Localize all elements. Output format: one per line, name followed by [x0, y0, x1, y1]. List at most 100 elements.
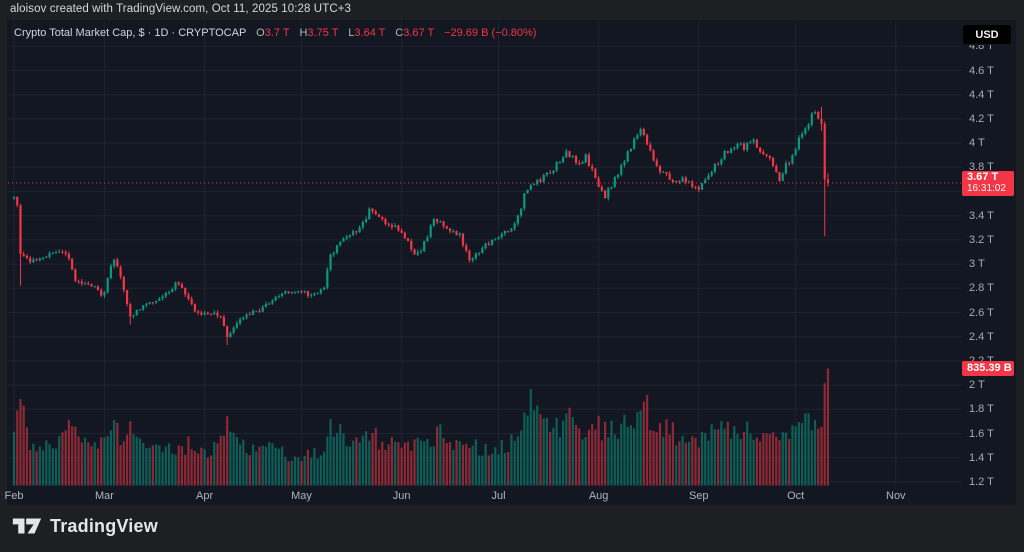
volume-bar	[145, 448, 148, 486]
price-tick-label: 2 T	[969, 379, 985, 392]
volume-bar	[626, 426, 629, 486]
volume-bar	[662, 436, 665, 486]
volume-bar	[316, 458, 319, 486]
volume-bar	[132, 434, 135, 486]
high-value: 3.75 T	[307, 27, 339, 39]
price-tick-label: 3.4 T	[969, 209, 994, 222]
volume-bar	[649, 430, 652, 486]
volume-bar	[455, 439, 458, 486]
volume-bar	[339, 424, 342, 486]
volume-bar	[817, 428, 820, 486]
volume-bar	[394, 441, 397, 486]
tradingview-brand-link[interactable]: TradingView	[12, 514, 158, 538]
volume-bar	[665, 419, 668, 486]
volume-bar	[25, 427, 29, 486]
volume-bar	[613, 434, 616, 486]
volume-bar	[280, 446, 284, 486]
volume-bar	[119, 445, 122, 486]
volume-bar	[400, 447, 403, 486]
price-tick-label: 2.4 T	[969, 330, 994, 343]
volume-bar	[32, 443, 35, 486]
volume-bar	[581, 439, 584, 486]
volume-bar	[116, 422, 119, 486]
volume-bar	[390, 437, 394, 486]
volume-bar	[668, 434, 671, 486]
volume-bar	[436, 426, 439, 486]
volume-bar	[29, 450, 32, 486]
volume-bar	[64, 430, 67, 486]
price-tick-label: 2.6 T	[969, 306, 994, 319]
volume-bar	[820, 426, 823, 486]
attribution-text: aloisov created with TradingView.com, Oc…	[10, 3, 352, 15]
volume-bar	[507, 452, 510, 486]
volume-bar	[22, 405, 25, 486]
volume-bar	[67, 419, 71, 486]
volume-bar	[200, 447, 203, 486]
volume-bar	[520, 430, 523, 486]
volume-bar	[478, 455, 481, 486]
volume-bar	[255, 451, 258, 486]
volume-bar	[61, 432, 64, 486]
volume-bar	[607, 437, 610, 486]
price-tick-label: 1.2 T	[969, 475, 994, 488]
price-axis[interactable]	[962, 20, 1016, 486]
volume-bar	[468, 448, 471, 486]
volume-bar	[274, 447, 277, 486]
volume-bar	[77, 436, 80, 486]
volume-bar	[552, 427, 555, 486]
volume-bar	[51, 448, 54, 486]
volume-bar	[106, 436, 109, 486]
volume-bar	[184, 454, 187, 486]
volume-bar	[297, 457, 300, 486]
volume-bar	[729, 438, 733, 486]
volume-bar	[352, 440, 355, 486]
symbol-title[interactable]: Crypto Total Market Cap, $ · 1D · CRYPTO…	[14, 27, 247, 39]
volume-bar	[242, 439, 245, 486]
volume-bar	[655, 432, 658, 486]
volume-bar	[633, 428, 636, 486]
open-value: 3.7 T	[264, 27, 290, 39]
volume-bar	[19, 399, 22, 486]
volume-bar	[16, 410, 19, 486]
month-label: Apr	[196, 490, 214, 502]
volume-bar	[206, 457, 209, 486]
volume-bar	[403, 442, 406, 486]
volume-bar	[513, 440, 516, 486]
volume-bar	[35, 451, 38, 486]
volume-bar	[271, 443, 274, 486]
volume-bar	[83, 437, 87, 486]
volume-bar	[565, 413, 568, 486]
volume-bar	[167, 443, 171, 486]
volume-bar	[736, 433, 739, 486]
volume-bar	[348, 446, 352, 486]
volume-bar	[452, 449, 455, 486]
volume-bar	[410, 450, 413, 486]
volume-bar	[529, 389, 532, 486]
volume-bar	[413, 439, 416, 486]
volume-bar	[775, 436, 778, 486]
volume-bar	[226, 416, 229, 486]
volume-bar	[739, 438, 742, 486]
volume-bar	[623, 414, 626, 486]
volume-bar	[704, 433, 707, 486]
month-label: May	[291, 490, 312, 502]
volume-bar	[345, 445, 348, 486]
volume-bar	[578, 428, 581, 486]
volume-bar	[38, 446, 41, 486]
time-axis[interactable]	[7, 486, 962, 505]
volume-bar	[158, 445, 161, 486]
volume-bar	[161, 451, 164, 486]
volume-bar	[416, 437, 419, 486]
volume-bar	[326, 436, 329, 486]
volume-value-label: 835.39 B	[962, 360, 1014, 376]
volume-bar	[190, 449, 193, 486]
volume-bar	[232, 432, 235, 486]
volume-bar	[600, 440, 603, 486]
volume-bar	[584, 436, 587, 486]
volume-bar	[41, 450, 45, 486]
close-key: C	[395, 27, 404, 39]
currency-toggle-button[interactable]: USD	[962, 24, 1012, 45]
volume-bar	[287, 461, 290, 486]
volume-bar	[784, 432, 788, 486]
